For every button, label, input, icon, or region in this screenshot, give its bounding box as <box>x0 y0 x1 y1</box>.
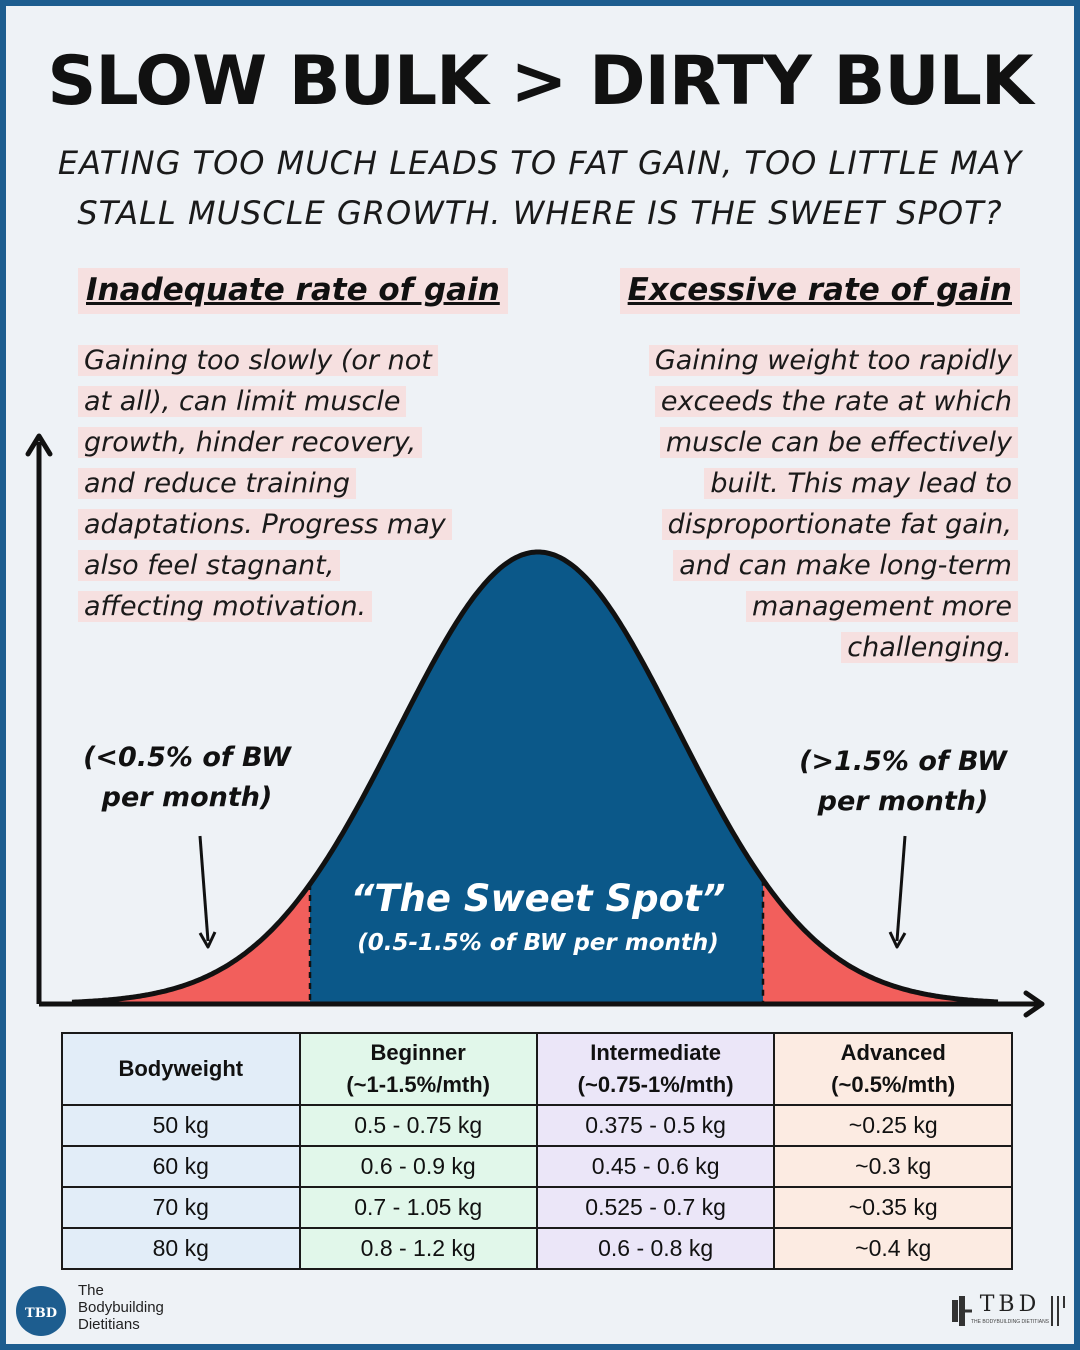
sweet-spot-range: (0.5-1.5% of BW per month) <box>357 930 719 956</box>
cell-intermediate: 0.525 - 0.7 kg <box>535 1186 776 1229</box>
left-range-line-1: (<0.5% of BW <box>83 742 292 773</box>
table-row: 70 kg 0.7 - 1.05 kg 0.525 - 0.7 kg ~0.35… <box>61 1186 1013 1229</box>
left-text-line: affecting motivation. <box>78 591 373 622</box>
header-intermediate: Intermediate (~0.75-1%/mth) <box>535 1032 776 1106</box>
header-rate: (~0.75-1%/mth) <box>577 1072 734 1097</box>
header-rate: (~1-1.5%/mth) <box>346 1072 490 1097</box>
right-text-line: built. This may lead to <box>704 468 1018 499</box>
header-label: Bodyweight <box>118 1056 244 1081</box>
right-text-line: and can make long-term <box>673 550 1018 581</box>
cell-beginner: 0.7 - 1.05 kg <box>298 1186 538 1229</box>
dumbbell-icon <box>952 1296 1065 1326</box>
excessive-gain-heading: Excessive rate of gain <box>619 268 1020 314</box>
table-row: 80 kg 0.8 - 1.2 kg 0.6 - 0.8 kg ~0.4 kg <box>61 1227 1013 1270</box>
right-text-line: disproportionate fat gain, <box>661 509 1018 540</box>
cell-bodyweight: 50 kg <box>61 1104 301 1147</box>
right-range-line-2: per month) <box>817 786 989 817</box>
brand-name-line: The <box>78 1282 104 1299</box>
header-rate: (~0.5%/mth) <box>831 1072 956 1097</box>
brand-name: The Bodybuilding Dietitians <box>78 1282 228 1333</box>
right-text-line: exceeds the rate at which <box>654 386 1018 417</box>
infographic-page: SLOW BULK > DIRTY BULK EATING TOO MUCH L… <box>6 6 1074 1344</box>
cell-beginner: 0.5 - 0.75 kg <box>298 1104 538 1147</box>
table-row: 60 kg 0.6 - 0.9 kg 0.45 - 0.6 kg ~0.3 kg <box>61 1145 1013 1188</box>
right-text-line: Gaining weight too rapidly <box>648 345 1018 376</box>
subtitle-line-1: EATING TOO MUCH LEADS TO FAT GAIN, TOO L… <box>57 144 1023 182</box>
header-label: Advanced <box>840 1040 946 1065</box>
brand-name-line: Bodybuilding <box>78 1299 164 1316</box>
sweet-spot-label: “The Sweet Spot” <box>350 877 725 920</box>
left-text-line: growth, hinder recovery, <box>78 427 423 458</box>
cell-advanced: ~0.4 kg <box>773 1227 1013 1270</box>
cell-intermediate: 0.375 - 0.5 kg <box>535 1104 776 1147</box>
left-range-line-2: per month) <box>101 782 273 813</box>
left-text-line: at all), can limit muscle <box>78 386 407 417</box>
header-label: Intermediate <box>590 1040 722 1065</box>
cell-advanced: ~0.35 kg <box>773 1186 1013 1229</box>
left-text-line: Gaining too slowly (or not <box>78 345 438 376</box>
cell-beginner: 0.6 - 0.9 kg <box>298 1145 538 1188</box>
left-text-line: adaptations. Progress may <box>78 509 452 540</box>
brand-circle-text: TBD <box>25 1306 57 1321</box>
cell-bodyweight: 80 kg <box>61 1227 301 1270</box>
table-header-row: Bodyweight Beginner (~1-1.5%/mth) Interm… <box>61 1032 1013 1106</box>
header-beginner: Beginner (~1-1.5%/mth) <box>298 1032 538 1106</box>
page-title: SLOW BULK > DIRTY BULK <box>47 42 1033 121</box>
right-text-line: muscle can be effectively <box>659 427 1018 458</box>
bell-curve-outline <box>71 549 999 1005</box>
brand-logo-left: TBD The Bodybuilding Dietitians <box>16 1282 236 1338</box>
inadequate-gain-text: Gaining too slowly (or not at all), can … <box>78 340 488 627</box>
brand-mark-text: TBD <box>979 1292 1041 1317</box>
cell-intermediate: 0.45 - 0.6 kg <box>535 1145 776 1188</box>
header-advanced: Advanced (~0.5%/mth) <box>773 1032 1013 1106</box>
right-range-line-1: (>1.5% of BW <box>799 746 1008 777</box>
header-label: Beginner <box>370 1040 466 1065</box>
cell-advanced: ~0.3 kg <box>773 1145 1013 1188</box>
y-axis-arrow <box>25 433 53 1004</box>
gain-rate-table: Bodyweight Beginner (~1-1.5%/mth) Interm… <box>61 1032 1013 1270</box>
subtitle-line-2: STALL MUSCLE GROWTH. WHERE IS THE SWEET … <box>77 194 1003 232</box>
left-tail-area <box>72 884 310 1004</box>
bell-curve-diagram: (<0.5% of BW per month) (>1.5% of BW per… <box>25 433 1045 1018</box>
table-row: 50 kg 0.5 - 0.75 kg 0.375 - 0.5 kg ~0.25… <box>61 1104 1013 1147</box>
right-text-line: challenging. <box>841 632 1018 663</box>
left-text-line: also feel stagnant, <box>78 550 341 581</box>
right-tail-area <box>763 879 998 1004</box>
cell-intermediate: 0.6 - 0.8 kg <box>535 1227 776 1270</box>
cell-bodyweight: 70 kg <box>61 1186 301 1229</box>
brand-name-line: Dietitians <box>78 1316 140 1333</box>
x-axis-arrow <box>39 990 1045 1018</box>
excessive-gain-text: Gaining weight too rapidly exceeds the r… <box>610 340 1018 668</box>
header-bodyweight: Bodyweight <box>61 1032 301 1106</box>
cell-bodyweight: 60 kg <box>61 1145 301 1188</box>
brand-circle-logo: TBD <box>16 1286 66 1336</box>
inadequate-gain-heading: Inadequate rate of gain <box>78 268 508 314</box>
right-down-arrow <box>888 835 907 949</box>
cell-advanced: ~0.25 kg <box>773 1104 1013 1147</box>
brand-mark-subtext: THE BODYBUILDING DIETITIANS <box>970 1319 1050 1325</box>
brand-logo-right: TBD THE BODYBUILDING DIETITIANS <box>950 1292 1068 1336</box>
cell-beginner: 0.8 - 1.2 kg <box>298 1227 538 1270</box>
page-subtitle: EATING TOO MUCH LEADS TO FAT GAIN, TOO L… <box>26 138 1054 238</box>
left-text-line: and reduce training <box>78 468 356 499</box>
right-text-line: management more <box>746 591 1018 622</box>
sweet-spot-area <box>310 552 763 1004</box>
left-down-arrow <box>198 835 217 949</box>
